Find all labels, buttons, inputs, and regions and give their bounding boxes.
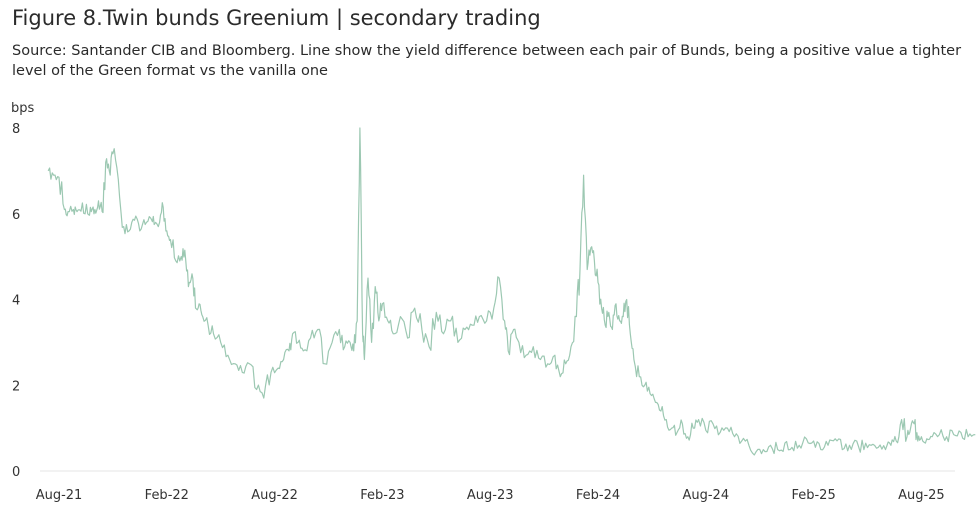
series-layer (47, 127, 976, 456)
series-line-0 (47, 127, 976, 456)
x-tick-label: Aug-23 (467, 488, 514, 503)
x-axis: Aug-21 Feb-22 Aug-22 Feb-23 Aug-23 Feb-24 Aug-… (36, 488, 945, 503)
y-tick-label: 8 (12, 122, 20, 137)
y-tick-label: 6 (12, 208, 20, 223)
y-tick-label: 0 (12, 465, 20, 480)
y-tick-label: 4 (12, 294, 20, 309)
x-tick-label: Aug-21 (36, 488, 83, 503)
y-axis-unit-label: bps (11, 101, 35, 116)
x-tick-label: Aug-22 (251, 488, 298, 503)
x-tick-label: Aug-25 (898, 488, 945, 503)
y-axis: bps 0 2 4 6 8 (11, 101, 35, 480)
x-tick-label: Feb-25 (791, 488, 835, 503)
x-tick-label: Feb-22 (145, 488, 189, 503)
x-tick-label: Feb-23 (360, 488, 404, 503)
y-tick-label: 2 (12, 379, 20, 394)
x-tick-label: Aug-24 (682, 488, 729, 503)
x-tick-label: Feb-24 (576, 488, 620, 503)
chart-subtitle: Source: Santander CIB and Bloomberg. Lin… (12, 43, 962, 79)
chart-title: Figure 8.Twin bunds Greenium | secondary… (12, 6, 541, 30)
